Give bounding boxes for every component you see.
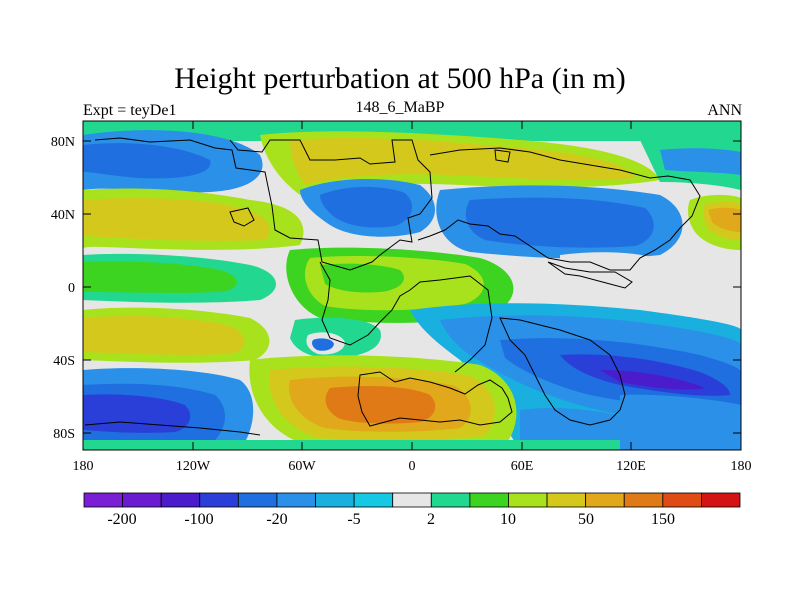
coastlines (84, 137, 701, 436)
y-ticks (83, 140, 741, 434)
x-tick-label: 60W (288, 459, 316, 474)
y-tick-label: 0 (68, 281, 75, 296)
map-title: Height perturbation at 500 hPa (in m) (174, 62, 626, 95)
colorbar-swatch (199, 492, 239, 508)
y-axis-labels: 80N 40N 0 40S 80S (51, 135, 75, 442)
x-tick-label: 120E (616, 459, 646, 474)
x-axis-labels: 180 120W 60W 0 60E 120E 180 (73, 459, 752, 474)
colorbar-swatch (392, 492, 432, 508)
colorbar-swatch (662, 492, 702, 508)
colorbar-label: -100 (184, 511, 213, 528)
colorbar-labels: -200 -100 -20 -5 2 10 50 150 (107, 511, 675, 528)
colorbar-swatch (585, 492, 625, 508)
colorbar (83, 492, 741, 508)
colorbar-swatch (276, 492, 316, 508)
y-tick-label: 40N (51, 208, 75, 223)
colorbar-label: -200 (107, 511, 136, 528)
season-label: ANN (707, 102, 742, 119)
x-tick-label: 0 (409, 459, 416, 474)
x-tick-label: 180 (73, 459, 94, 474)
y-tick-label: 40S (53, 354, 75, 369)
colorbar-label: -5 (347, 511, 360, 528)
colorbar-swatch (508, 492, 548, 508)
y-tick-label: 80S (53, 427, 75, 442)
experiment-label: Expt = teyDe1 (83, 102, 177, 119)
time-label: 148_6_MaBP (355, 99, 445, 116)
x-tick-label: 180 (731, 459, 752, 474)
colorbar-swatch (546, 492, 587, 508)
colorbar-swatch (623, 492, 664, 508)
colorbar-label: -20 (266, 511, 287, 528)
colorbar-swatch (160, 492, 201, 508)
colorbar-label: 2 (427, 511, 435, 528)
colorbar-swatch (430, 492, 471, 508)
colorbar-label: 50 (578, 511, 594, 528)
colorbar-label: 150 (651, 511, 675, 528)
colorbar-swatch (237, 492, 278, 508)
colorbar-swatch (701, 492, 741, 508)
x-tick-label: 120W (176, 459, 211, 474)
x-ticks (82, 121, 742, 450)
contour-field (83, 121, 741, 450)
colorbar-swatch (122, 492, 162, 508)
colorbar-swatch (315, 492, 355, 508)
colorbar-swatch (83, 492, 123, 508)
colorbar-swatch (353, 492, 394, 508)
y-tick-label: 80N (51, 135, 75, 150)
colorbar-label: 10 (500, 511, 516, 528)
x-tick-label: 60E (511, 459, 534, 474)
colorbar-swatch (469, 492, 509, 508)
